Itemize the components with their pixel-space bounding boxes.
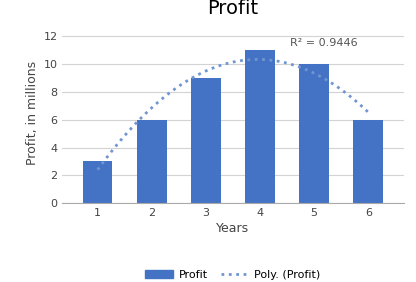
Bar xyxy=(245,50,275,203)
Title: Profit: Profit xyxy=(208,0,258,18)
Y-axis label: Profit, in millions: Profit, in millions xyxy=(26,61,39,165)
Text: R² = 0.9446: R² = 0.9446 xyxy=(290,38,357,48)
Legend: Profit, Poly. (Profit): Profit, Poly. (Profit) xyxy=(141,265,325,282)
Bar xyxy=(299,64,329,203)
X-axis label: Years: Years xyxy=(216,222,250,235)
Bar xyxy=(137,120,167,203)
Bar xyxy=(354,120,383,203)
Bar xyxy=(83,161,112,203)
Bar xyxy=(191,78,221,203)
